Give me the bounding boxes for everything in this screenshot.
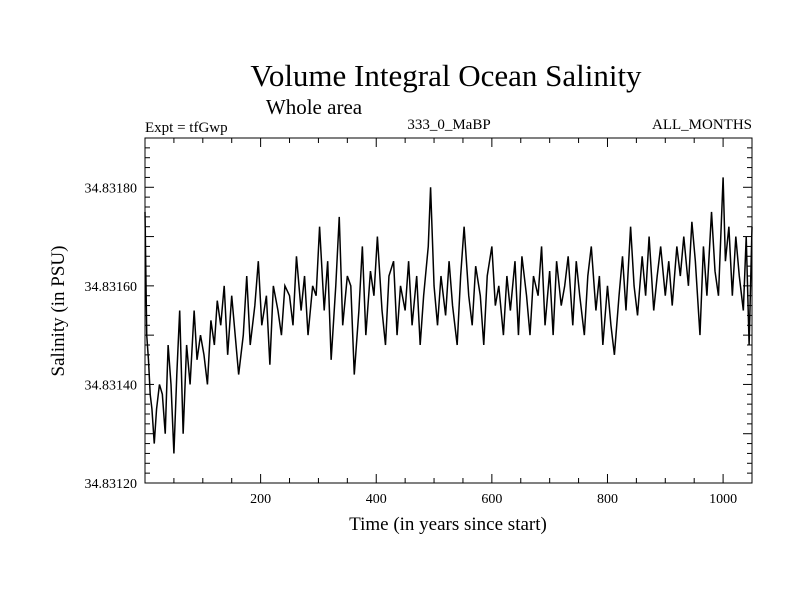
y-axis-label: Salinity (in PSU) [48, 246, 69, 377]
axis-tick-labels: 200 400 600 800 1000 34.83120 34.83140 34.83160… [85, 181, 738, 507]
y-tick-label: 34.83160 [85, 280, 138, 295]
x-tick-label: 800 [597, 492, 618, 507]
salinity-series-line [144, 177, 753, 454]
y-tick-label: 34.83180 [85, 181, 138, 196]
chart-subtitle: Whole area [266, 95, 363, 119]
plot-frame [144, 137, 753, 484]
axis-ticks [145, 137, 752, 484]
x-tick-label: 400 [366, 492, 387, 507]
run-id-label: 333_0_MaBP [407, 117, 490, 133]
x-axis-label: Time (in years since start) [349, 514, 547, 535]
period-label: ALL_MONTHS [652, 117, 752, 133]
y-tick-label: 34.83140 [85, 378, 138, 393]
x-tick-label: 600 [481, 492, 502, 507]
experiment-label: Expt = tfGwp [145, 120, 228, 136]
x-tick-label: 200 [250, 492, 271, 507]
x-tick-label: 1000 [709, 492, 737, 507]
y-tick-label: 34.83120 [85, 477, 138, 492]
chart-title: Volume Integral Ocean Salinity [250, 58, 642, 93]
